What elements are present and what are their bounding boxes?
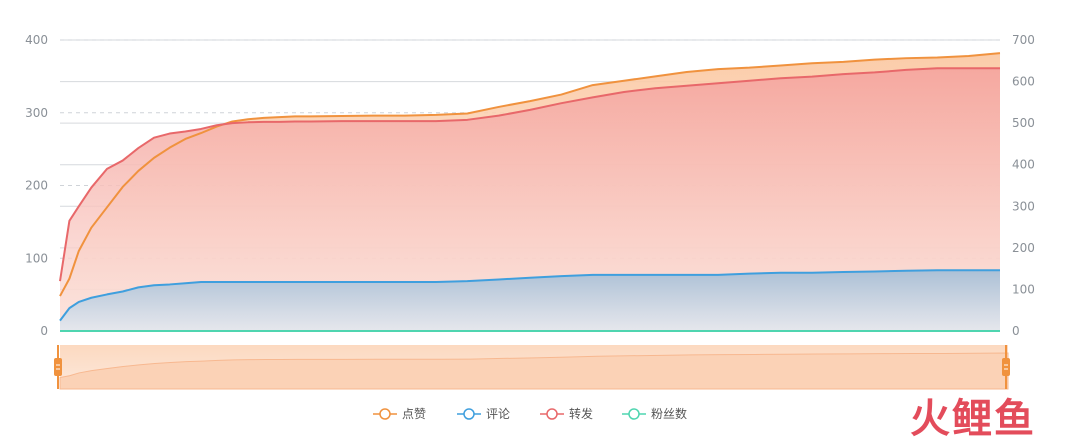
line-转发	[59, 67, 1000, 282]
right-tick-label: 600	[1012, 75, 1035, 89]
right-tick-label: 200	[1012, 241, 1035, 255]
area-转发	[60, 68, 1000, 332]
zoom-slider[interactable]	[54, 345, 1010, 390]
legend-label: 评论	[486, 407, 510, 421]
left-tick-label: 200	[25, 179, 48, 193]
right-tick-label: 500	[1012, 116, 1035, 130]
slider-handle-grip	[54, 358, 62, 376]
legend-marker	[379, 408, 391, 420]
left-axis-ticks: 0 100 200 300 400	[25, 33, 48, 338]
slider-handle-right[interactable]	[1002, 345, 1010, 389]
slider-handle-grip	[1002, 358, 1010, 376]
series-lines	[59, 52, 1001, 332]
legend-marker	[546, 408, 558, 420]
legend-marker	[628, 408, 640, 420]
legend-item-评论[interactable]: 评论	[457, 407, 510, 421]
legend-item-粉丝数[interactable]: 粉丝数	[622, 406, 687, 421]
area-评论	[60, 270, 1000, 331]
legend: 点赞 评论 转发 粉丝数	[373, 406, 687, 421]
watermark-logo: 火鲤鱼	[910, 396, 1036, 442]
right-tick-label: 300	[1012, 199, 1035, 213]
right-tick-label: 100	[1012, 282, 1035, 296]
legend-marker	[463, 408, 475, 420]
slider-preview-area	[59, 352, 1009, 390]
legend-item-点赞[interactable]: 点赞	[373, 407, 426, 421]
right-tick-label: 400	[1012, 158, 1035, 172]
legend-label: 点赞	[402, 407, 426, 421]
right-axis-ticks: 0 100 200 300 400 500 600 700	[1012, 33, 1035, 338]
left-tick-label: 100	[25, 251, 48, 265]
line-点赞	[59, 52, 1001, 297]
left-tick-label: 0	[40, 324, 48, 338]
left-tick-label: 300	[25, 106, 48, 120]
watermark-text: 火鲤鱼	[910, 396, 1036, 442]
legend-label: 粉丝数	[651, 406, 687, 421]
right-tick-label: 700	[1012, 33, 1035, 47]
line-评论	[59, 269, 1000, 322]
left-tick-label: 400	[25, 33, 48, 47]
series-areas	[60, 53, 1000, 332]
legend-label: 转发	[569, 406, 593, 421]
right-tick-label: 0	[1012, 324, 1020, 338]
slider-handle-left[interactable]	[54, 345, 62, 389]
legend-item-转发[interactable]: 转发	[540, 406, 593, 421]
